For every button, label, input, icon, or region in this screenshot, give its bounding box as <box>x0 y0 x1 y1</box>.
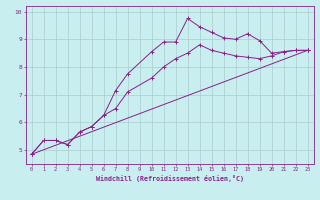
X-axis label: Windchill (Refroidissement éolien,°C): Windchill (Refroidissement éolien,°C) <box>96 175 244 182</box>
